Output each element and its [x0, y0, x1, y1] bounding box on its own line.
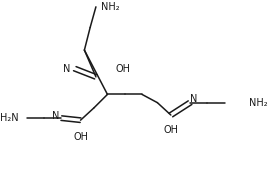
Text: OH: OH [73, 132, 88, 142]
Text: N: N [52, 111, 59, 121]
Text: OH: OH [115, 64, 130, 74]
Text: NH₂: NH₂ [249, 98, 268, 108]
Text: N: N [63, 64, 70, 74]
Text: OH: OH [163, 125, 178, 135]
Text: N: N [190, 94, 197, 104]
Text: H₂N: H₂N [1, 113, 19, 123]
Text: NH₂: NH₂ [101, 2, 119, 12]
